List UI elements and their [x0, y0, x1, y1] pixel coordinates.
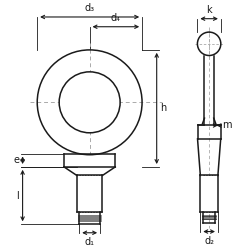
- Text: k: k: [206, 5, 212, 15]
- Text: d₁: d₁: [85, 237, 95, 247]
- Bar: [204, 56, 214, 126]
- Bar: [79, 212, 100, 224]
- Text: d₄: d₄: [111, 13, 121, 23]
- Text: d₃: d₃: [84, 2, 95, 12]
- Bar: [198, 126, 221, 139]
- Bar: [64, 154, 115, 167]
- Text: m: m: [222, 120, 232, 130]
- Circle shape: [59, 72, 120, 133]
- Bar: [200, 176, 218, 212]
- Circle shape: [198, 32, 221, 56]
- Text: l: l: [16, 190, 19, 200]
- Circle shape: [37, 50, 142, 155]
- Text: h: h: [160, 104, 166, 114]
- Text: d₂: d₂: [204, 236, 214, 246]
- Bar: [77, 176, 102, 212]
- Text: e: e: [13, 155, 19, 165]
